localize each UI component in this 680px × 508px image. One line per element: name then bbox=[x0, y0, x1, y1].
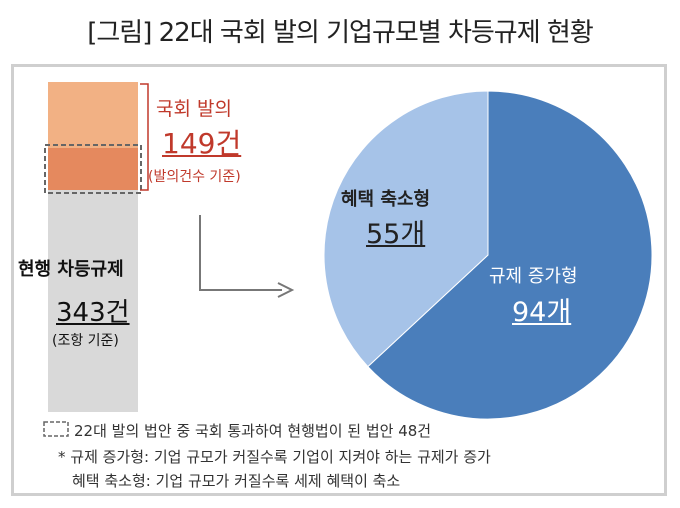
arrow-line bbox=[199, 215, 282, 291]
current-value: 343건 bbox=[56, 298, 130, 328]
proposed-value: 149건 bbox=[162, 127, 242, 160]
proposed-basis: (발의건수 기준) bbox=[148, 169, 241, 185]
pie-slice-0 bbox=[367, 90, 653, 420]
slice-value-increase: 94개 bbox=[512, 297, 572, 328]
current-label: 현행 차등규제 bbox=[18, 259, 124, 280]
legend-dashed-box-icon bbox=[43, 421, 69, 437]
slice-label-decrease: 혜택 축소형 bbox=[341, 189, 431, 210]
pie-chart bbox=[323, 90, 653, 420]
definition-increase: * 규제 증가형: 기업 규모가 커질수록 기업이 지켜야 하는 규제가 증가 bbox=[58, 448, 491, 466]
pie-slice-1 bbox=[323, 90, 489, 368]
slice-label-increase: 규제 증가형 bbox=[489, 266, 578, 287]
legend-note: 22대 발의 법안 중 국회 통과하여 현행법이 된 법안 48건 bbox=[74, 422, 432, 440]
passed-bills-dashed-box bbox=[44, 144, 142, 194]
arrow-head-icon bbox=[277, 282, 295, 298]
page-title: [그림] 22대 국회 발의 기업규모별 차등규제 현황 bbox=[87, 18, 594, 48]
proposed-label: 국회 발의 bbox=[156, 98, 232, 120]
definition-decrease: 혜택 축소형: 기업 규모가 커질수록 세제 혜택이 축소 bbox=[72, 472, 401, 490]
current-basis: (조항 기준) bbox=[52, 333, 119, 349]
figure-frame bbox=[11, 64, 667, 496]
slice-value-decrease: 55개 bbox=[366, 219, 426, 250]
proposed-bracket bbox=[140, 83, 149, 191]
passed-bills-segment bbox=[48, 148, 138, 190]
